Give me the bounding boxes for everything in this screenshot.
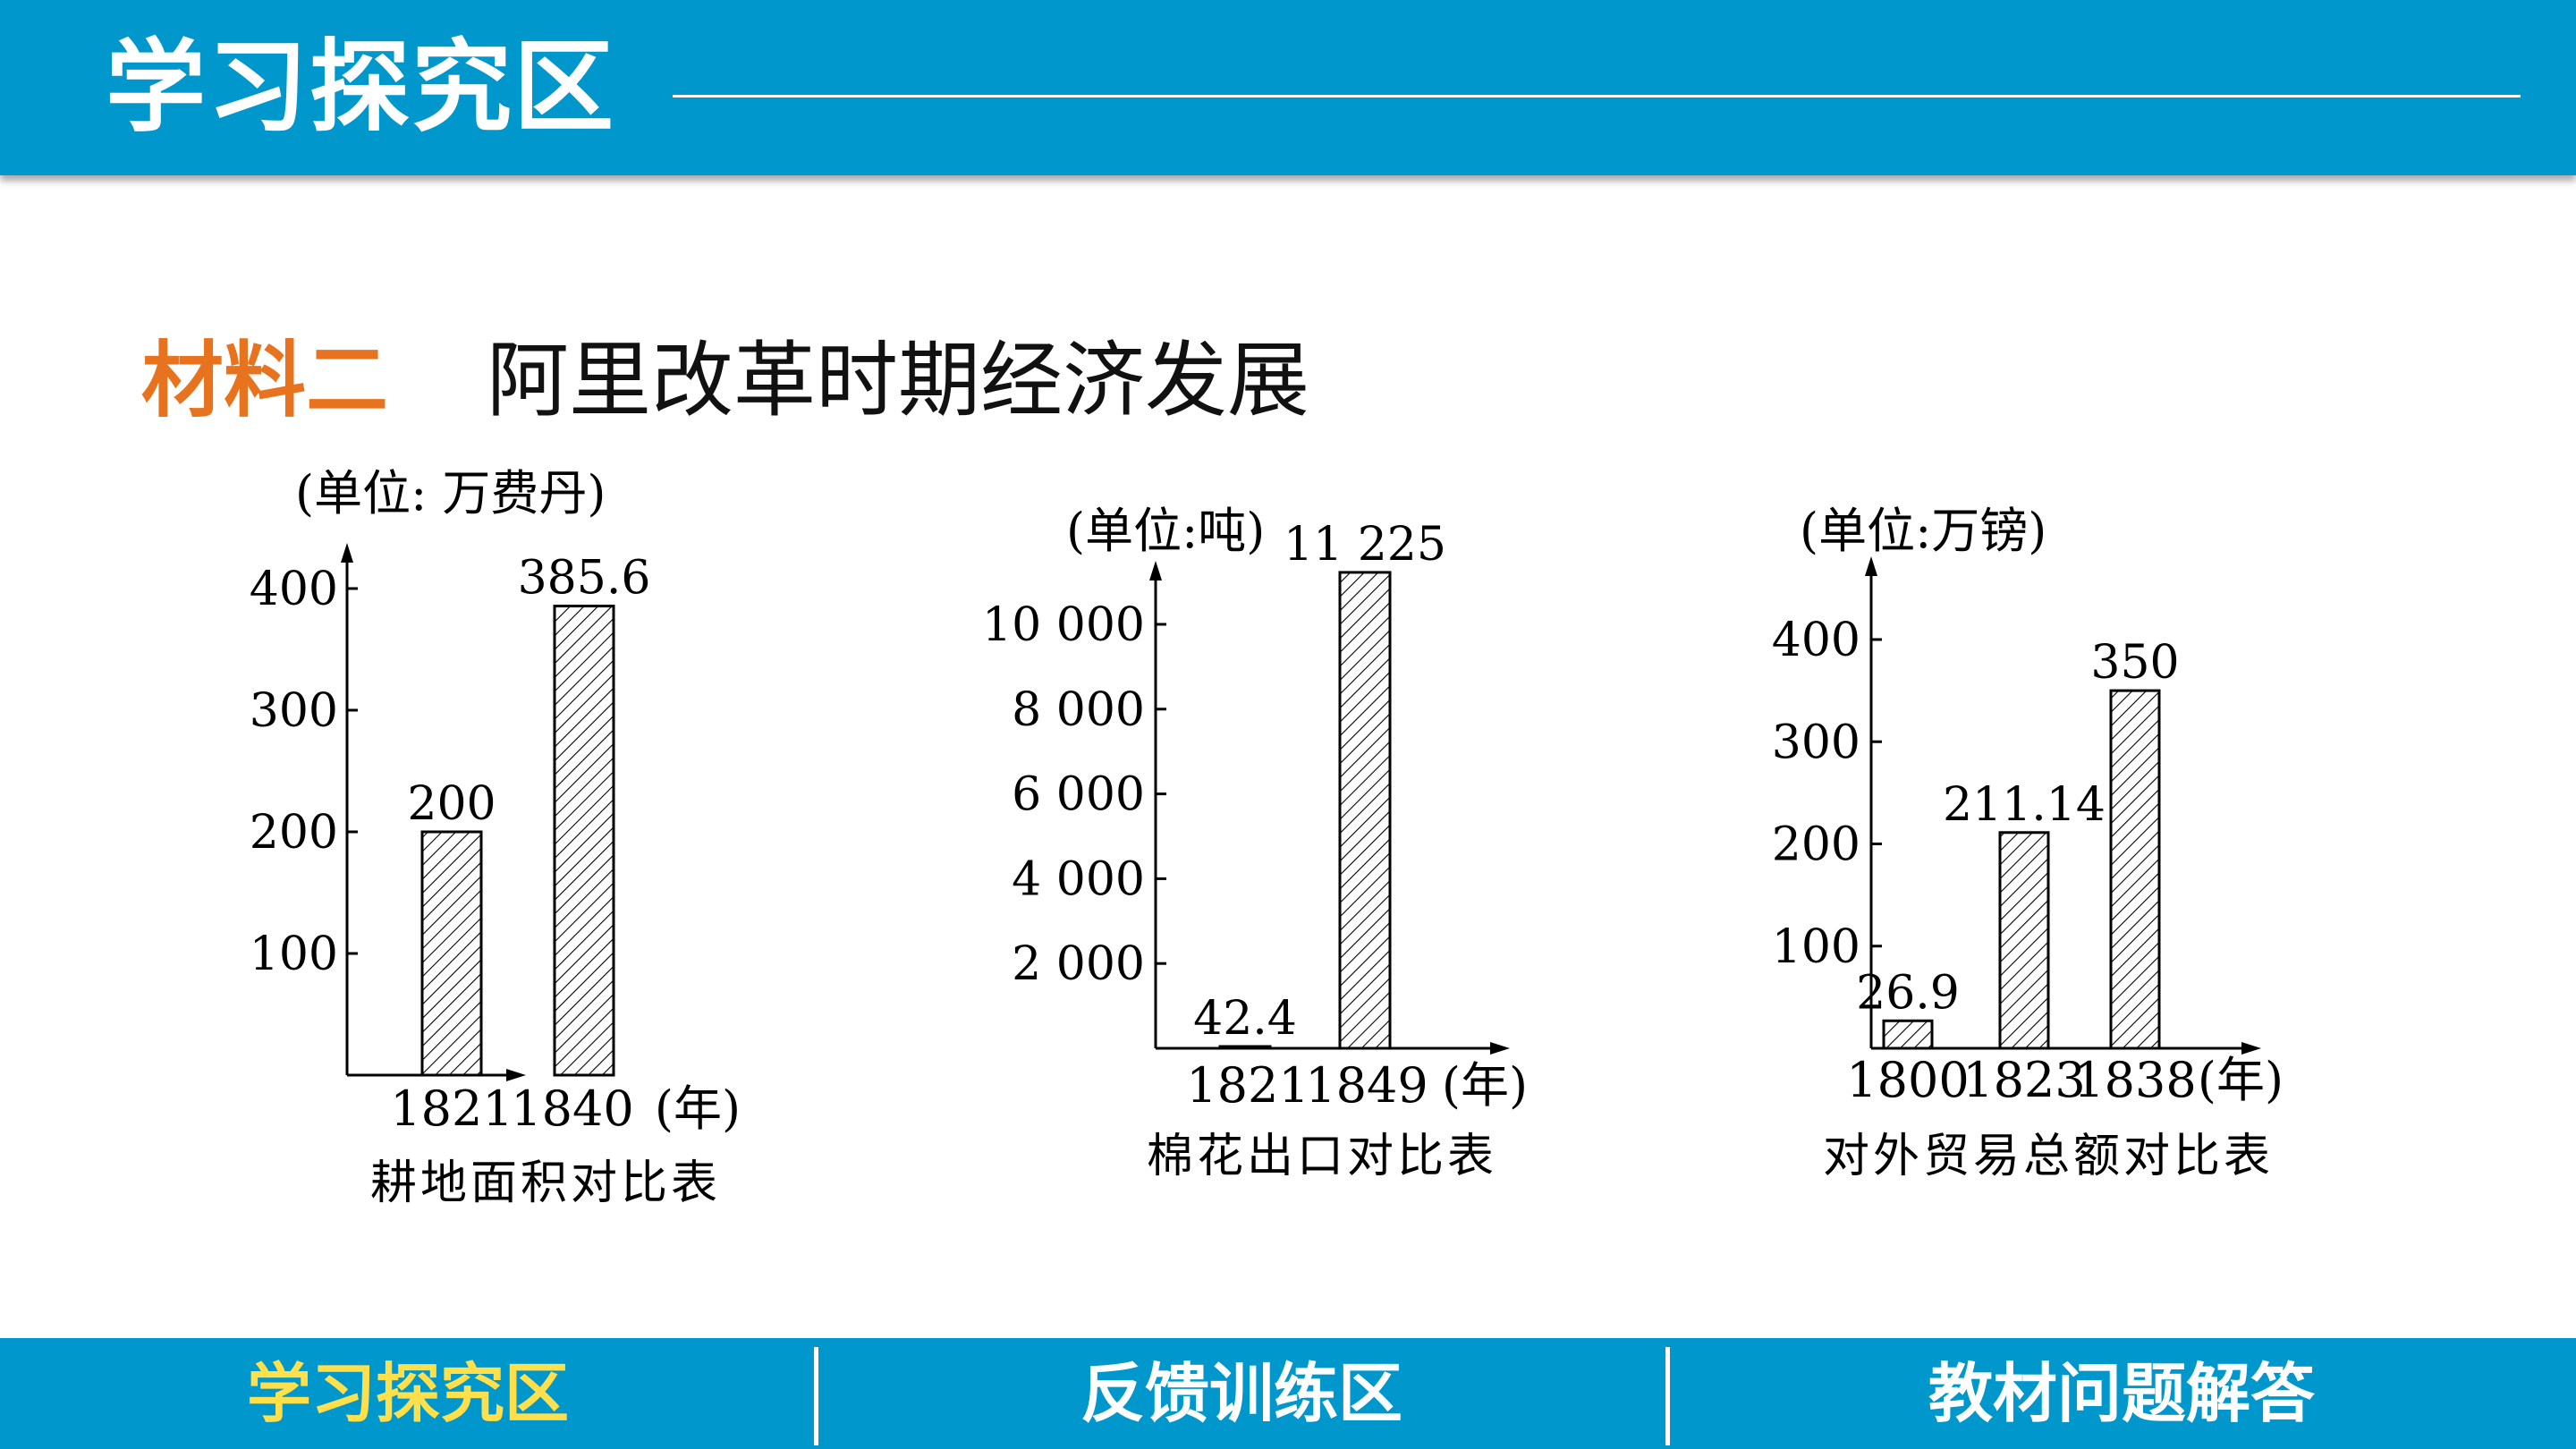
tab-textbook-answers[interactable]: 教材问题解答	[1928, 1356, 2315, 1431]
y-tick-label: 200	[1772, 818, 1860, 872]
y-tick-label: 400	[1772, 614, 1860, 667]
bar-value-label: 385.6	[518, 552, 651, 606]
x-category-label: 1800	[1846, 1052, 1969, 1108]
x-axis-unit-label: (年)	[655, 1080, 741, 1137]
bar	[1998, 831, 2050, 1050]
chart-foreign-trade: (单位:万镑) 100 200 300 400 26.9 1800 211.14 1823 350…	[1717, 465, 2388, 1225]
chart-svg: (单位:吨) 2 000 4 000 6 000 8 000 10 000 42.4 1821…	[984, 503, 1528, 1183]
y-tick-label: 100	[1772, 920, 1860, 974]
bar-value-label: 26.9	[1856, 966, 1960, 1020]
bar	[420, 830, 483, 1077]
x-axis-arrow	[506, 1069, 526, 1081]
x-category-label: 1838	[2073, 1052, 2196, 1108]
y-axis-arrow	[341, 543, 353, 563]
y-axis-unit-label: (单位:吨)	[1066, 503, 1265, 559]
y-tick-label: 4 000	[1012, 852, 1145, 906]
bar	[1218, 1045, 1272, 1050]
x-category-label: 1821	[390, 1080, 513, 1137]
y-tick-label: 8 000	[1012, 683, 1145, 737]
bar-value-label: 11 225	[1284, 518, 1446, 572]
tab-study-explore[interactable]: 学习探究区	[246, 1356, 569, 1431]
x-axis-arrow	[2241, 1042, 2261, 1055]
chart-title: 耕地面积对比表	[370, 1157, 721, 1210]
material-title: 阿里改革时期经济发展	[487, 333, 1310, 428]
bar	[1338, 571, 1392, 1050]
y-tick-label: 300	[250, 684, 338, 738]
chart-farmland-area: (单位: 万费丹) 100 200 300 400 200 1821 385.6 1840 (年)…	[224, 465, 805, 1225]
chart-title: 棉花出口对比表	[1147, 1130, 1497, 1183]
bar	[553, 605, 615, 1077]
page-title: 学习探究区	[106, 30, 615, 146]
bar-value-label: 200	[407, 777, 496, 831]
material-label: 材料二	[141, 333, 389, 428]
y-tick-label: 100	[250, 928, 338, 981]
chart-title: 对外贸易总额对比表	[1823, 1130, 2274, 1183]
y-axis-arrow	[1149, 561, 1162, 580]
x-category-label: 1823	[1962, 1052, 2085, 1108]
y-tick-label: 10 000	[984, 598, 1145, 652]
tab-feedback-training[interactable]: 反馈训练区	[1080, 1356, 1402, 1431]
bar	[1882, 1019, 1934, 1050]
y-tick-label: 6 000	[1012, 768, 1145, 822]
y-axis-unit-label: (单位:万镑)	[1800, 503, 2046, 559]
material-heading: 材料二 阿里改革时期经济发展	[141, 327, 1309, 435]
y-tick-label: 300	[1772, 716, 1860, 769]
tab-separator	[814, 1347, 818, 1445]
x-category-label: 1821	[1186, 1057, 1309, 1114]
y-axis-arrow	[1865, 556, 1877, 576]
tab-separator	[1665, 1347, 1670, 1445]
x-category-label: 1849	[1305, 1057, 1428, 1114]
y-tick-label: 400	[250, 563, 338, 616]
chart-svg: (单位: 万费丹) 100 200 300 400 200 1821 385.6 1840 (年)…	[250, 465, 741, 1210]
x-axis-unit-label: (年)	[1442, 1057, 1528, 1114]
footer-nav: 学习探究区 反馈训练区 教材问题解答	[0, 1338, 2576, 1449]
header-bar: 学习探究区	[0, 0, 2576, 175]
x-axis-arrow	[1490, 1042, 1510, 1055]
chart-svg: (单位:万镑) 100 200 300 400 26.9 1800 211.14 1823 350…	[1772, 503, 2284, 1183]
y-tick-label: 2 000	[1012, 937, 1145, 991]
x-category-label: 1840	[511, 1080, 633, 1137]
bar-value-label: 42.4	[1193, 992, 1297, 1046]
x-axis-unit-label: (年)	[2198, 1052, 2284, 1108]
bar-value-label: 211.14	[1943, 778, 2106, 832]
chart-cotton-export: (单位:吨) 2 000 4 000 6 000 8 000 10 000 42.4 1821…	[984, 465, 1565, 1225]
bar-value-label: 350	[2090, 636, 2179, 690]
y-tick-label: 200	[250, 806, 338, 860]
bar	[2109, 689, 2161, 1050]
header-divider	[673, 95, 2521, 97]
y-axis-unit-label: (单位: 万费丹)	[295, 465, 606, 521]
